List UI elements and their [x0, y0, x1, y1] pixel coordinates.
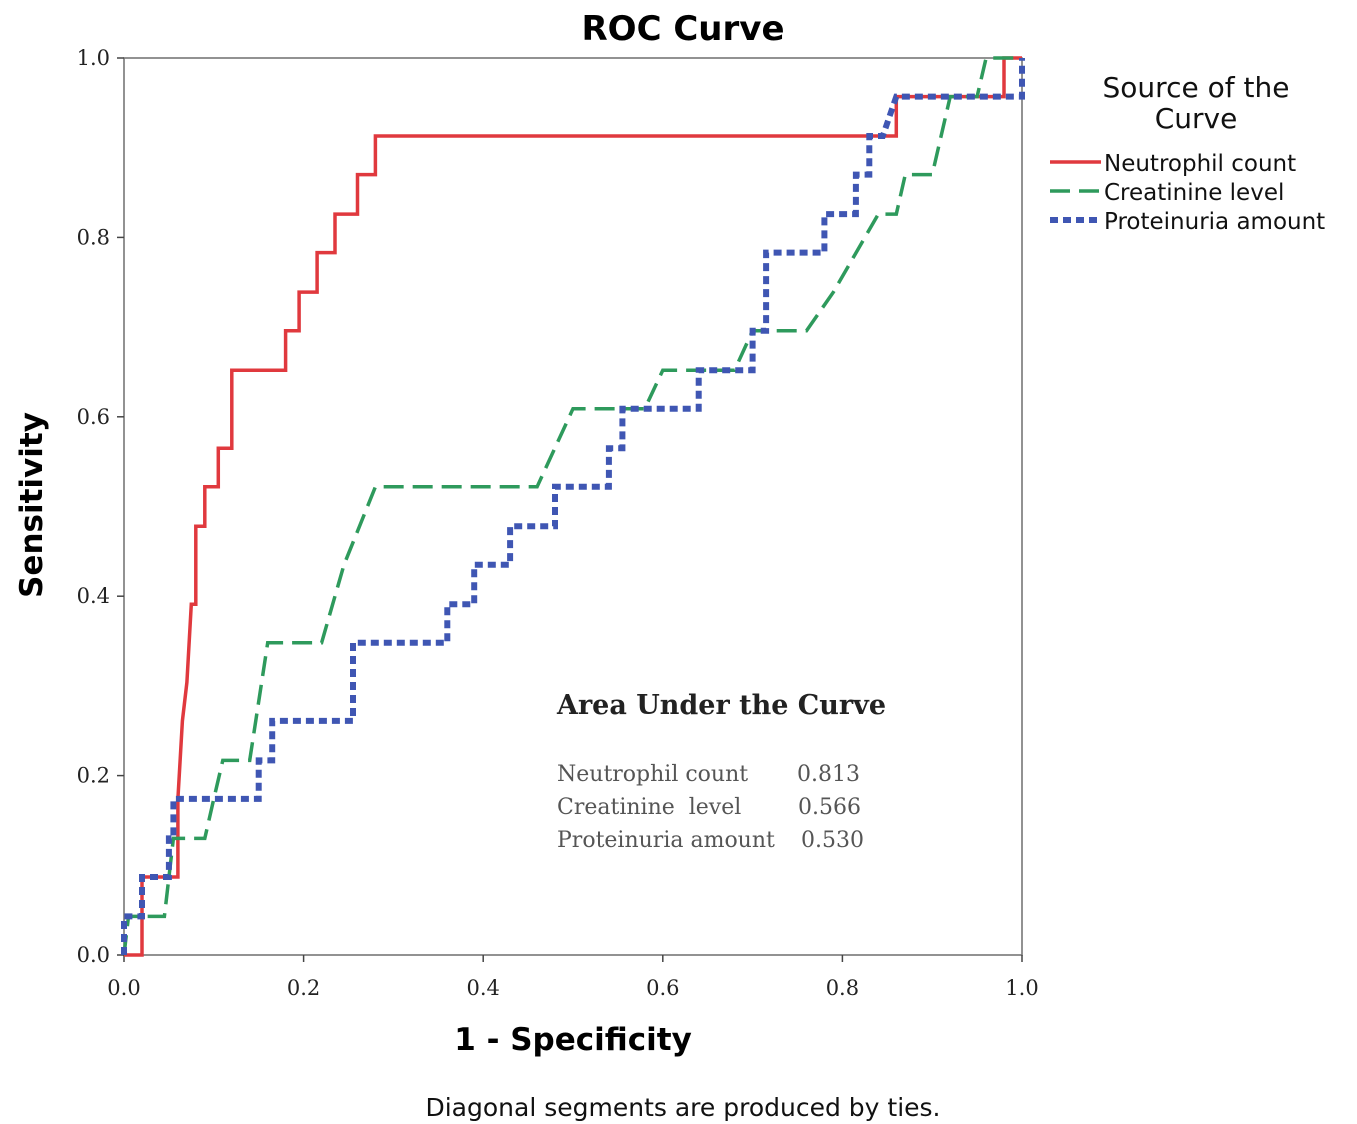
legend-label: Creatinine level [1104, 180, 1284, 206]
y-tick-label: 0.2 [77, 764, 110, 788]
y-axis-ticks: 0.0 0.2 0.4 0.6 0.8 1.0 [77, 46, 124, 967]
series-line-neutrophil-count [124, 56, 1022, 957]
x-tick-label: 1.0 [1005, 976, 1038, 1000]
legend: Source of the Curve Neutrophil count Crea… [1050, 71, 1325, 235]
legend-label: Neutrophil count [1104, 151, 1296, 177]
series-layer [121, 56, 1025, 957]
x-tick-label: 0.8 [826, 976, 859, 1000]
legend-title-line1: Source of the [1103, 71, 1290, 104]
footnote: Diagonal segments are produced by ties. [425, 1093, 940, 1122]
auc-row-value-neutrophil: 0.813 [797, 762, 860, 787]
auc-row-value-proteinuria: 0.530 [801, 828, 864, 853]
auc-row-label-creatinine: Creatinine level [557, 795, 741, 820]
auc-row-label-neutrophil: Neutrophil count [557, 762, 748, 787]
legend-label: Proteinuria amount [1104, 209, 1325, 235]
chart-title: ROC Curve [581, 9, 784, 49]
y-tick-label: 0.6 [77, 405, 110, 429]
y-tick-label: 0.8 [77, 225, 110, 249]
y-axis-title: Sensitivity [14, 412, 50, 598]
x-axis-ticks: 0.0 0.2 0.4 0.6 0.8 1.0 [107, 955, 1039, 1000]
y-tick-label: 0.0 [77, 943, 110, 967]
x-tick-label: 0.4 [466, 976, 499, 1000]
auc-row-value-creatinine: 0.566 [798, 795, 861, 820]
x-tick-label: 0.0 [107, 976, 140, 1000]
plot-area [123, 57, 1023, 956]
auc-title: Area Under the Curve [556, 690, 886, 721]
y-tick-label: 0.4 [77, 584, 110, 608]
y-tick-label: 1.0 [77, 46, 110, 70]
x-tick-label: 0.6 [646, 976, 679, 1000]
x-axis-title: 1 - Specificity [454, 1022, 692, 1058]
auc-row-label-proteinuria: Proteinuria amount [557, 828, 775, 853]
legend-title-line2: Curve [1155, 102, 1238, 135]
series-line-proteinuria-amount [121, 58, 1025, 955]
series-line-creatinine-level [122, 56, 1022, 956]
x-tick-label: 0.2 [287, 976, 320, 1000]
auc-annotation: Area Under the Curve Neutrophil count 0.… [556, 690, 886, 853]
